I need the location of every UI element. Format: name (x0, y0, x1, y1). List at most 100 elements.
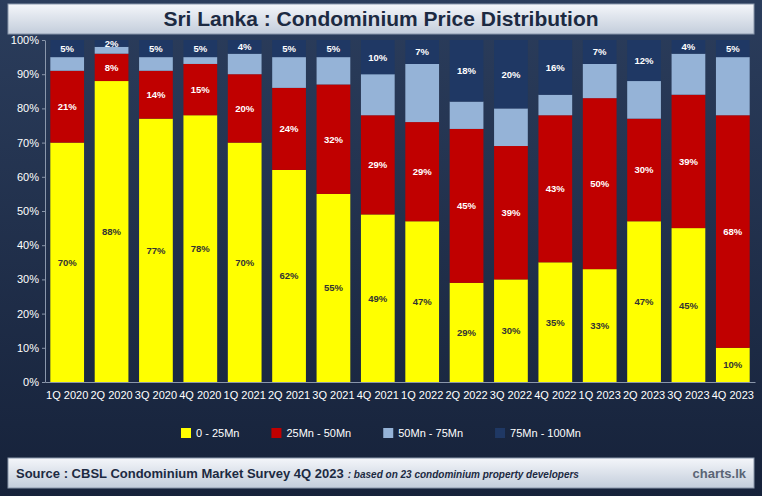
tick-label: 4Q 2021 (357, 389, 399, 401)
legend-item: 0 - 25Mn (181, 427, 239, 439)
data-label: 35% (546, 317, 566, 328)
data-label: 39% (679, 156, 699, 167)
data-label: 32% (324, 134, 344, 145)
tick-label: 1Q 2021 (224, 389, 266, 401)
data-label: 47% (635, 296, 655, 307)
data-label: 4% (238, 41, 252, 52)
tick-mark (42, 143, 45, 144)
bar (494, 279, 528, 382)
bar (627, 81, 661, 119)
bar (672, 95, 706, 228)
bar (716, 348, 750, 382)
bar (405, 64, 439, 122)
bar (627, 221, 661, 382)
legend-item: 25Mn - 50Mn (271, 427, 351, 439)
bar (450, 283, 484, 382)
data-label: 5% (726, 43, 740, 54)
data-label: 8% (105, 62, 119, 73)
data-label: 88% (102, 226, 122, 237)
bar (317, 57, 351, 84)
bar (50, 143, 84, 382)
tick: 3Q 2021 (312, 389, 354, 401)
tick: 0% (23, 376, 45, 388)
data-label: 5% (60, 43, 74, 54)
tick-label: 1Q 2020 (46, 389, 88, 401)
bar (272, 88, 306, 170)
tick-label: 10% (17, 342, 39, 354)
data-label: 70% (58, 257, 78, 268)
tick-label: 3Q 2023 (667, 389, 709, 401)
data-label: 49% (368, 293, 388, 304)
bar (317, 40, 351, 57)
bar (317, 194, 351, 382)
data-label: 21% (58, 101, 78, 112)
bar (95, 81, 129, 382)
bar (627, 119, 661, 222)
data-label: 43% (546, 183, 566, 194)
legend-item: 50Mn - 75Mn (383, 427, 463, 439)
legend-item: 75Mn - 100Mn (495, 427, 581, 439)
data-labels: 70%88%77%78%70%62%55%49%47%29%30%35%33%4… (58, 38, 743, 370)
data-label: 47% (413, 296, 433, 307)
bar (361, 214, 395, 382)
data-label: 14% (146, 89, 166, 100)
tick-label: 20% (17, 308, 39, 320)
bar (139, 40, 173, 57)
y-axis-line (45, 41, 46, 383)
plot: 70%88%77%78%70%62%55%49%47%29%30%35%33%4… (11, 34, 756, 401)
data-label: 18% (457, 65, 477, 76)
tick: 2Q 2022 (445, 389, 487, 401)
bar (228, 40, 262, 54)
tick-label: 100% (11, 34, 39, 46)
bar (672, 40, 706, 54)
data-label: 5% (282, 43, 296, 54)
bar (228, 54, 262, 75)
data-label: 24% (280, 123, 300, 134)
bar (361, 74, 395, 115)
legend-swatch (383, 428, 393, 438)
series-bars (50, 40, 749, 108)
tick-mark (42, 382, 45, 383)
x-axis-line (46, 382, 756, 383)
data-label: 39% (501, 207, 521, 218)
legend-swatch (181, 428, 191, 438)
chart: Sri Lanka : Condominium Price Distributi… (0, 0, 762, 496)
bar (716, 115, 750, 348)
data-label: 20% (501, 69, 521, 80)
source: Source : CBSL Condominium Market Survey … (16, 466, 579, 481)
tick: 1Q 2021 (224, 389, 266, 401)
tick-label: 3Q 2021 (312, 389, 354, 401)
bar (361, 40, 395, 74)
bar (716, 40, 750, 57)
tick-label: 2Q 2023 (623, 389, 665, 401)
data-label: 29% (368, 159, 388, 170)
bar (583, 64, 617, 98)
data-label: 5% (193, 43, 207, 54)
tick: 1Q 2020 (46, 389, 88, 401)
tick: 100% (11, 34, 45, 46)
data-label: 29% (457, 327, 477, 338)
bar (672, 228, 706, 382)
data-label: 20% (235, 103, 255, 114)
bar (183, 40, 217, 57)
bar (494, 108, 528, 146)
tick: 4Q 2020 (179, 389, 221, 401)
tick: 4Q 2022 (534, 389, 576, 401)
data-label: 78% (191, 243, 211, 254)
bar (538, 262, 572, 382)
bar (50, 40, 84, 57)
legend: 0 - 25Mn 25Mn - 50Mn 50Mn - 75Mn 75Mn - 100… (181, 427, 581, 439)
data-label: 4% (682, 41, 696, 52)
tick: 90% (17, 68, 45, 80)
bar (50, 71, 84, 143)
tick-label: 50% (17, 205, 39, 217)
data-label: 70% (235, 257, 255, 268)
tick: 4Q 2021 (357, 389, 399, 401)
series-bars (50, 47, 749, 146)
bar (494, 40, 528, 108)
data-label: 10% (368, 52, 388, 63)
tick-label: 2Q 2021 (268, 389, 310, 401)
series-bars (50, 81, 749, 382)
data-label: 55% (324, 282, 344, 293)
legend-label: 50Mn - 75Mn (398, 427, 463, 439)
